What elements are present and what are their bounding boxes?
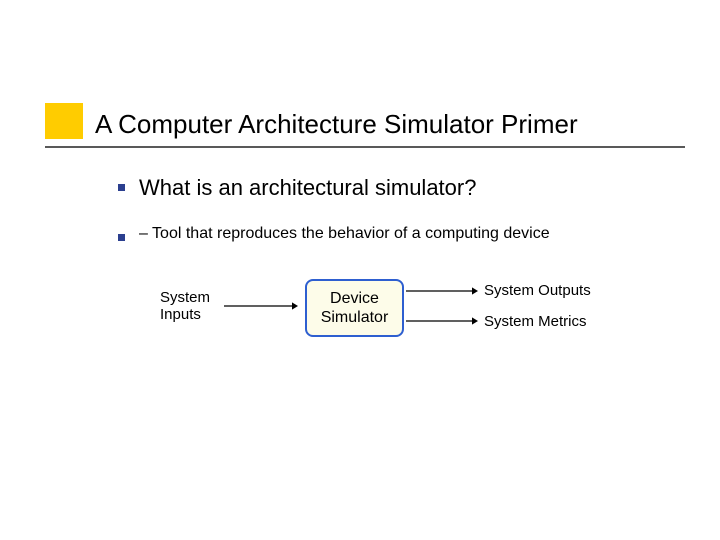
diagram-box-device-simulator: Device Simulator — [305, 279, 404, 337]
bullet-icon — [118, 184, 125, 191]
title-accent-block — [45, 103, 83, 139]
simulator-diagram: System Inputs Device Simulator System Ou… — [160, 275, 575, 355]
bullet-icon — [118, 234, 125, 241]
arrow-icon — [218, 300, 304, 312]
diagram-box-line2: Simulator — [321, 308, 389, 327]
diagram-input-label: System Inputs — [160, 289, 210, 324]
bullet-item: What is an architectural simulator? — [118, 175, 476, 201]
diagram-box-line1: Device — [330, 289, 379, 308]
bullet-text: – Tool that reproduces the behavior of a… — [139, 225, 550, 243]
bullet-text: What is an architectural simulator? — [139, 175, 476, 201]
slide-title: A Computer Architecture Simulator Primer — [95, 109, 578, 140]
diagram-output-bottom-label: System Metrics — [484, 313, 587, 330]
title-underline — [45, 146, 685, 148]
diagram-output-top-label: System Outputs — [484, 282, 591, 299]
bullet-item: – Tool that reproduces the behavior of a… — [118, 225, 550, 243]
arrow-icon — [400, 285, 484, 297]
slide: A Computer Architecture Simulator Primer… — [0, 0, 720, 540]
arrow-icon — [400, 315, 484, 327]
